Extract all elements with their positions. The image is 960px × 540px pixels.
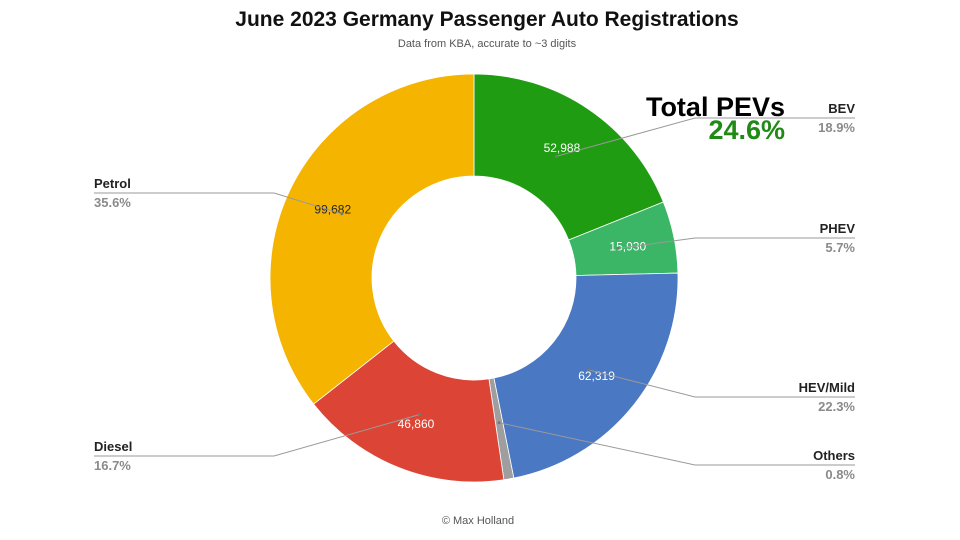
chart-title: June 2023 Germany Passenger Auto Registr… — [235, 8, 738, 31]
leader-dot — [554, 154, 558, 158]
legend-percent: 22.3% — [818, 399, 855, 414]
slice-bev — [473, 73, 664, 241]
leader-line — [498, 422, 855, 466]
leader-dot — [418, 412, 422, 416]
leader-dot — [340, 212, 344, 216]
legend-percent: 16.7% — [94, 458, 131, 473]
leader-line — [94, 413, 420, 457]
slice-diesel — [313, 340, 505, 483]
legend-name: Diesel — [94, 439, 132, 454]
chart-credit: © Max Holland — [442, 515, 514, 527]
legend-name: BEV — [828, 101, 855, 116]
leader-line — [617, 237, 855, 249]
slice-value-label: 15,930 — [609, 239, 646, 253]
leader-line — [556, 117, 855, 157]
leader-dot — [587, 368, 591, 372]
legend-name: PHEV — [820, 221, 856, 236]
total-pevs-label: Total PEVs — [646, 92, 785, 122]
leader-line — [588, 369, 855, 398]
legend-name: HEV/Mild — [799, 380, 855, 395]
total-pevs-value: 24.6% — [708, 115, 785, 145]
slice-value-label: 46,860 — [398, 417, 435, 431]
legend-percent: 0.8% — [825, 467, 855, 482]
slice-value-label: 52,988 — [544, 141, 581, 155]
slice-petrol — [269, 73, 475, 405]
legend-group: BEV 18.9% PHEV 5.7% HEV/Mild 22.3% Others 0.8% D… — [94, 101, 855, 482]
legend-name: Petrol — [94, 176, 131, 191]
slice-value-label: 62,319 — [578, 369, 615, 383]
legend-name: Others — [813, 448, 855, 463]
slices-group: 52,988 15,930 62,319 46,860 99,682 — [269, 73, 679, 483]
leader-line — [94, 192, 343, 215]
leader-lines-group — [94, 117, 855, 466]
leader-dot — [616, 246, 620, 250]
slice-value-label: 99,682 — [314, 202, 351, 216]
legend-percent: 18.9% — [818, 120, 855, 135]
leader-dot — [497, 421, 501, 425]
slice-hev-mild — [493, 272, 679, 479]
legend-percent: 5.7% — [825, 240, 855, 255]
chart-subtitle: Data from KBA, accurate to ~3 digits — [398, 38, 577, 50]
legend-percent: 35.6% — [94, 195, 131, 210]
